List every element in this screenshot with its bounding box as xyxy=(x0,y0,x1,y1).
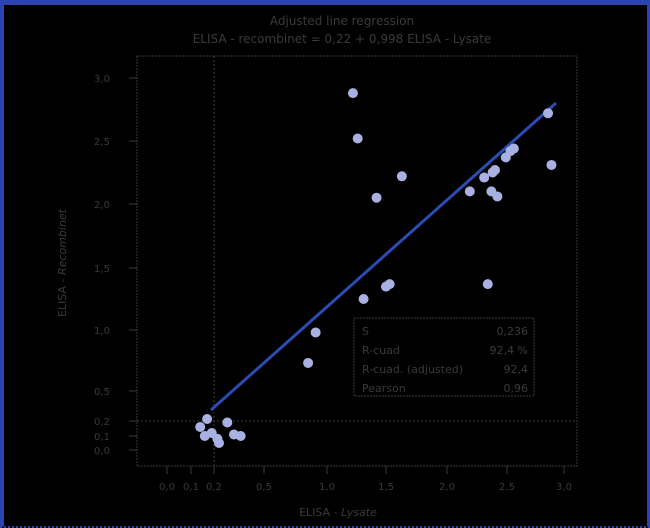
data-point xyxy=(546,159,557,170)
data-point xyxy=(396,171,407,182)
data-point xyxy=(358,294,369,304)
stat-label: R-cuad. (adjusted) xyxy=(362,363,463,376)
stat-value: 92,4 xyxy=(504,363,529,376)
data-point xyxy=(381,281,391,292)
y-tick-label: 2,0 xyxy=(94,200,110,211)
stat-value: 92,4 % xyxy=(490,344,528,357)
y-tick-label: 1,5 xyxy=(94,264,110,275)
data-point xyxy=(202,414,213,424)
data-point xyxy=(235,431,246,441)
y-tick-label: 0,2 xyxy=(94,417,110,428)
y-tick-label: 0,0 xyxy=(94,446,110,457)
y-axis-label: ELISA - Recombinet xyxy=(56,208,69,317)
y-tick-label: 2,5 xyxy=(94,137,110,148)
x-tick-label: 2,0 xyxy=(439,482,455,493)
data-point xyxy=(222,417,233,428)
x-tick-label: 0,5 xyxy=(256,482,272,493)
x-tick-label: 2,5 xyxy=(499,482,515,493)
y-tick-label: 1,0 xyxy=(94,326,110,337)
x-tick-label: 3,0 xyxy=(556,482,572,493)
data-point xyxy=(492,191,503,202)
data-points xyxy=(195,88,557,448)
chart-subtitle: ELISA - recombinet = 0,22 + 0,998 ELISA … xyxy=(193,32,492,46)
y-tick-label: 0,1 xyxy=(94,432,110,443)
data-point xyxy=(195,422,206,432)
x-tick-label: 0,0 xyxy=(159,482,175,493)
data-point xyxy=(347,88,358,99)
stat-value: 0,236 xyxy=(497,325,529,338)
x-tick-label: 0,1 xyxy=(183,482,199,493)
regression-line xyxy=(210,101,557,412)
data-point xyxy=(310,327,321,338)
x-tick-label: 0,2 xyxy=(206,482,222,493)
data-point xyxy=(479,172,490,183)
data-point xyxy=(199,431,210,441)
stats-box: S 0,236 R-cuad 92,4 % R-cuad. (adjusted) 92,4… xyxy=(353,317,535,397)
data-point xyxy=(487,167,498,178)
data-point xyxy=(352,133,363,144)
stat-label: S xyxy=(362,325,369,338)
x-axis: 0,0 0,1 0,2 0,5 1,0 1,5 2,0 2,5 3,0 xyxy=(159,466,572,493)
stat-label: R-cuad xyxy=(362,344,400,357)
data-point xyxy=(500,152,511,163)
x-tick-label: 1,5 xyxy=(378,482,394,493)
x-tick-label: 1,0 xyxy=(319,482,335,493)
data-point xyxy=(543,108,554,119)
stat-value: 0,96 xyxy=(504,382,529,395)
y-axis: 3,0 2,5 2,0 1,5 1,0 0,5 0,2 0,1 0,0 xyxy=(94,74,137,457)
chart-title: Adjusted line regression xyxy=(270,14,414,28)
y-tick-label: 3,0 xyxy=(94,74,110,85)
x-axis-label: ELISA - Lysate xyxy=(299,506,377,519)
data-point xyxy=(303,357,314,368)
stat-label: Pearson xyxy=(362,382,406,395)
data-point xyxy=(482,279,493,290)
plot-frame xyxy=(136,55,578,467)
data-point xyxy=(214,438,224,448)
data-point xyxy=(371,192,382,203)
y-tick-label: 0,5 xyxy=(94,387,110,398)
data-point xyxy=(464,186,475,197)
